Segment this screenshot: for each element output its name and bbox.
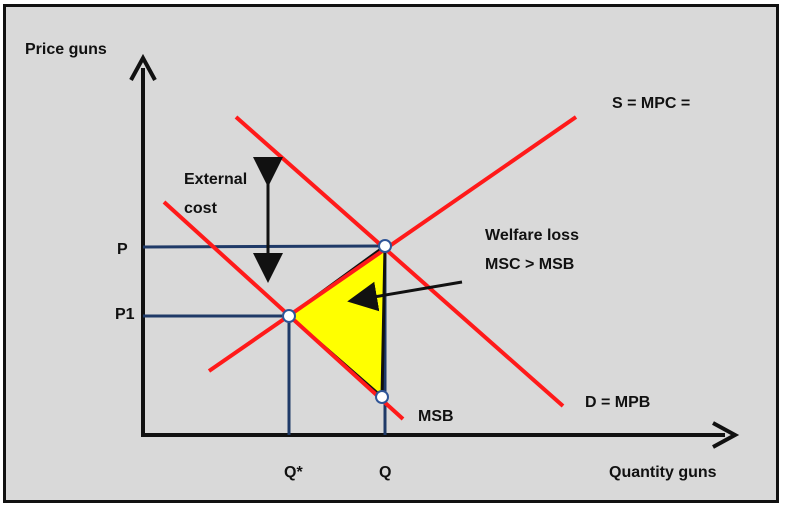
qty-q-star-label: Q* <box>284 464 303 481</box>
welfare-loss-triangle <box>286 243 387 401</box>
welfare-pointer-arrow-icon <box>347 280 463 312</box>
price-p1-label: P1 <box>115 306 135 323</box>
demand-curve-label: D = MPB <box>585 394 651 411</box>
external-cost-label-line1: External <box>184 171 248 188</box>
msb-point-at-q <box>375 390 389 404</box>
y-axis-label: Price guns <box>25 41 107 58</box>
welfare-loss-label-line1: Welfare loss <box>485 227 579 244</box>
equilibrium-point-market <box>378 239 392 253</box>
equilibrium-point-social <box>282 309 296 323</box>
price-p-label: P <box>117 241 128 258</box>
x-axis-arrow-icon <box>712 421 740 449</box>
welfare-loss-label-line2: MSC > MSB <box>485 256 575 273</box>
msb-curve-label: MSB <box>418 408 454 425</box>
external-cost-label-line2: cost <box>184 200 217 217</box>
supply-curve-mpc <box>207 115 578 373</box>
supply-curve-label: S = MPC = <box>612 95 691 112</box>
demand-curve-mpb <box>234 115 565 408</box>
y-axis-arrow-icon <box>129 53 157 81</box>
qty-q-label: Q <box>379 464 392 481</box>
price-p-guide <box>142 244 386 249</box>
x-axis-label: Quantity guns <box>609 464 717 481</box>
msb-curve <box>162 200 405 421</box>
